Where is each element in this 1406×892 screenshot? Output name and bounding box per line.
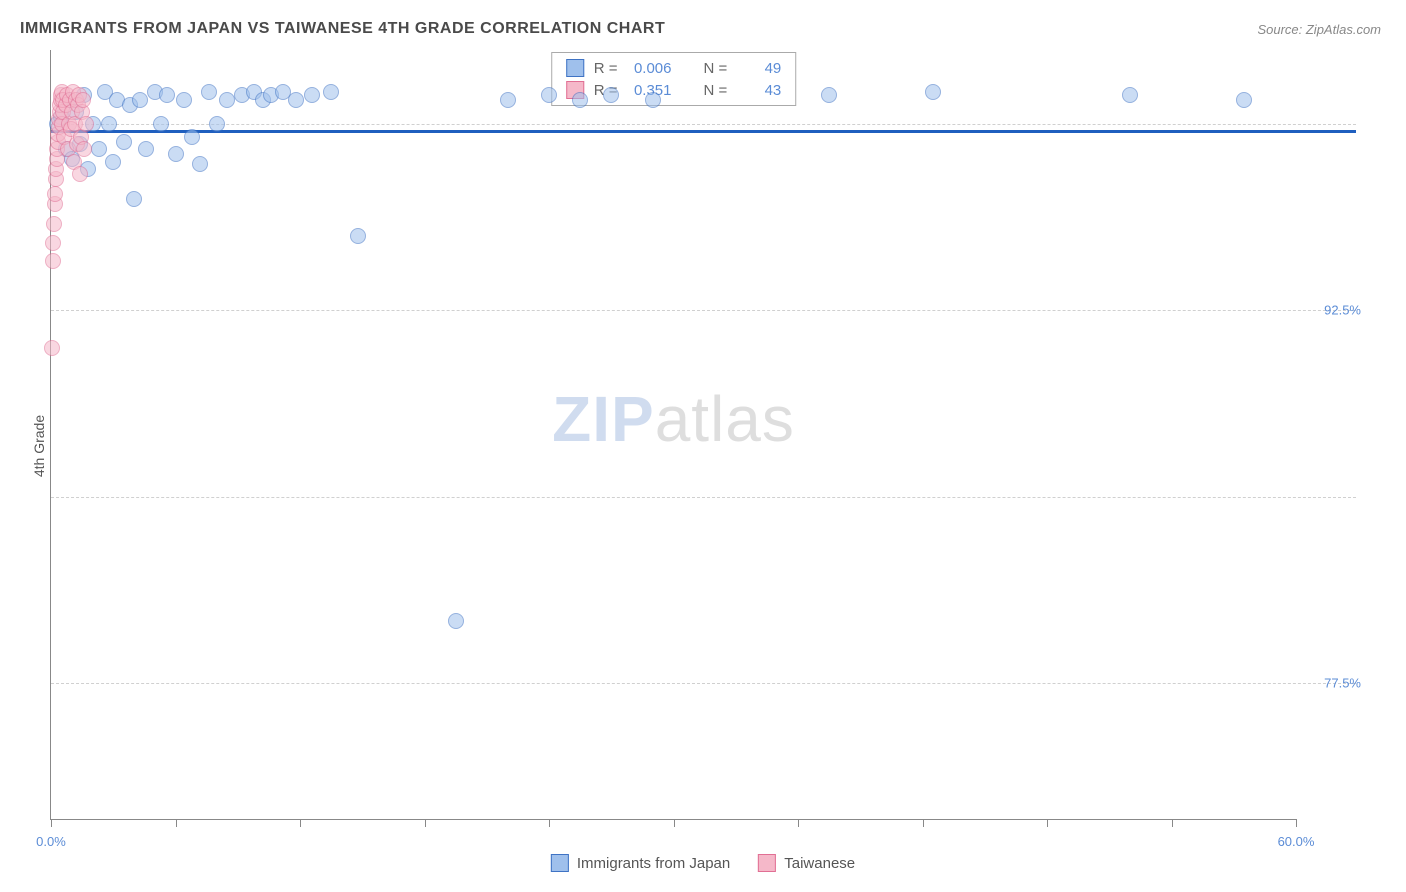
x-tick — [1296, 819, 1297, 827]
legend-label: Immigrants from Japan — [577, 855, 730, 872]
data-point — [72, 166, 88, 182]
gridline-h — [51, 497, 1356, 498]
y-axis-label: 4th Grade — [31, 415, 47, 477]
data-point — [821, 87, 837, 103]
plot-area: ZIPatlas R =0.006N =49R =0.351N =43 77.5… — [50, 50, 1296, 820]
watermark-part1: ZIP — [552, 383, 655, 455]
x-tick — [923, 819, 924, 827]
n-label: N = — [704, 60, 728, 77]
data-point — [323, 84, 339, 100]
data-point — [603, 87, 619, 103]
legend-item: Taiwanese — [758, 854, 855, 872]
x-tick — [176, 819, 177, 827]
stats-row: R =0.351N =43 — [552, 79, 796, 101]
data-point — [168, 146, 184, 162]
data-point — [192, 156, 208, 172]
data-point — [105, 154, 121, 170]
data-point — [645, 92, 661, 108]
r-value: 0.006 — [628, 60, 672, 77]
data-point — [201, 84, 217, 100]
data-point — [101, 116, 117, 132]
data-point — [541, 87, 557, 103]
data-point — [45, 235, 61, 251]
watermark-part2: atlas — [655, 383, 795, 455]
legend-item: Immigrants from Japan — [551, 854, 730, 872]
legend-swatch — [758, 854, 776, 872]
n-label: N = — [704, 82, 728, 99]
data-point — [1122, 87, 1138, 103]
data-point — [209, 116, 225, 132]
gridline-h — [51, 124, 1356, 125]
gridline-h — [51, 683, 1356, 684]
stats-row: R = 0.006 N = 49 — [552, 57, 796, 79]
x-tick — [1172, 819, 1173, 827]
legend-swatch — [551, 854, 569, 872]
data-point — [132, 92, 148, 108]
x-tick — [549, 819, 550, 827]
r-label: R = — [594, 60, 618, 77]
data-point — [78, 116, 94, 132]
bottom-legend: Immigrants from Japan Taiwanese — [551, 854, 855, 872]
chart-title: IMMIGRANTS FROM JAPAN VS TAIWANESE 4TH G… — [20, 20, 665, 38]
data-point — [448, 613, 464, 629]
x-tick — [300, 819, 301, 827]
data-point — [925, 84, 941, 100]
x-tick-label: 0.0% — [36, 834, 66, 849]
data-point — [76, 141, 92, 157]
x-tick — [674, 819, 675, 827]
data-point — [1236, 92, 1252, 108]
legend-swatch — [566, 59, 584, 77]
n-value: 49 — [737, 60, 781, 77]
data-point — [91, 141, 107, 157]
x-tick — [425, 819, 426, 827]
x-tick-label: 60.0% — [1278, 834, 1315, 849]
n-value: 43 — [737, 82, 781, 99]
data-point — [138, 141, 154, 157]
y-tick-label: 77.5% — [1324, 675, 1361, 690]
data-point — [350, 228, 366, 244]
data-point — [288, 92, 304, 108]
data-point — [47, 186, 63, 202]
watermark: ZIPatlas — [552, 382, 795, 456]
data-point — [44, 340, 60, 356]
data-point — [176, 92, 192, 108]
legend-label: Taiwanese — [784, 855, 855, 872]
data-point — [116, 134, 132, 150]
data-point — [75, 92, 91, 108]
data-point — [46, 216, 62, 232]
trendline — [51, 130, 1356, 133]
y-tick-label: 92.5% — [1324, 303, 1361, 318]
data-point — [304, 87, 320, 103]
data-point — [184, 129, 200, 145]
data-point — [500, 92, 516, 108]
data-point — [572, 92, 588, 108]
x-tick — [798, 819, 799, 827]
x-tick — [1047, 819, 1048, 827]
gridline-h — [51, 310, 1356, 311]
data-point — [126, 191, 142, 207]
data-point — [159, 87, 175, 103]
x-tick — [51, 819, 52, 827]
source-attribution: Source: ZipAtlas.com — [1257, 22, 1381, 37]
data-point — [153, 116, 169, 132]
data-point — [45, 253, 61, 269]
